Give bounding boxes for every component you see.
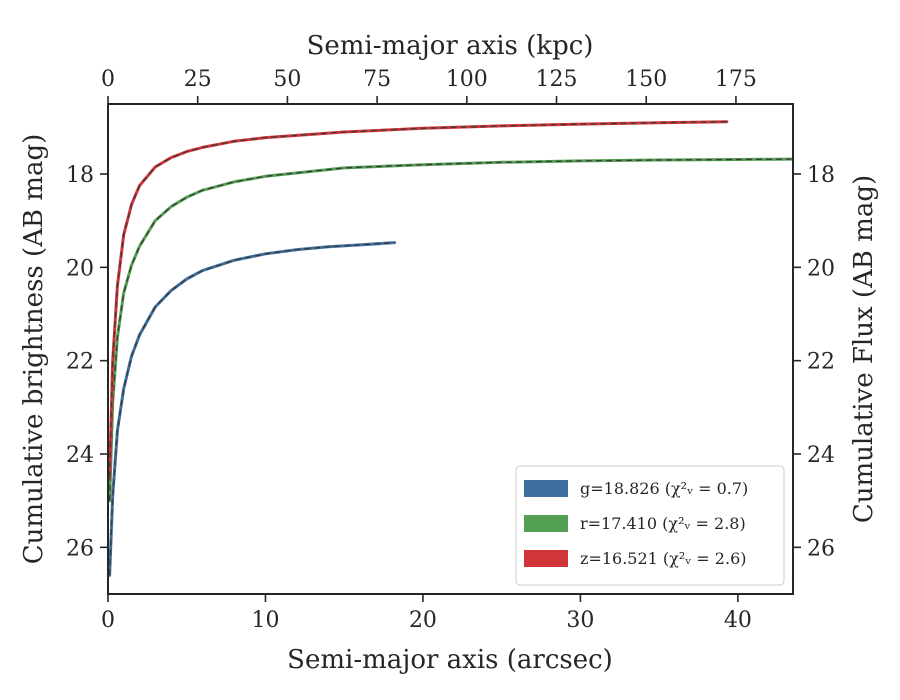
series-fit-z [108, 121, 727, 478]
y-tick-label: 18 [66, 163, 94, 188]
legend: g=18.826 (χ²ᵥ = 0.7) r=17.410 (χ²ᵥ = 2.8)… [515, 465, 785, 586]
x-axis-label: Semi-major axis (arcsec) [287, 645, 613, 675]
x-top-tick-label: 125 [536, 67, 578, 92]
x-axis-top: 0 25 50 75 100 125 150 175 [101, 67, 757, 104]
x-tick-label: 20 [409, 608, 437, 633]
x-tick-label: 30 [566, 608, 594, 633]
y-tick-label: 22 [66, 350, 94, 375]
x-top-tick-label: 25 [184, 67, 212, 92]
y-axis-left: 18 20 22 24 26 [66, 163, 108, 561]
y-axis-right-label: Cumulative Flux (AB mag) [849, 175, 879, 523]
x-tick-label: 40 [724, 608, 752, 633]
y-right-tick-label: 24 [807, 443, 835, 468]
legend-label-z: z=16.521 (χ²ᵥ = 2.6) [580, 549, 746, 568]
y-tick-label: 26 [66, 536, 94, 561]
legend-label-r: r=17.410 (χ²ᵥ = 2.8) [580, 514, 746, 533]
x-top-tick-label: 175 [715, 67, 757, 92]
x-tick-label: 10 [251, 608, 279, 633]
x-top-tick-label: 75 [363, 67, 391, 92]
series-line-r [108, 157, 793, 503]
y-axis-right: 18 20 22 24 26 [793, 163, 835, 561]
series-line-z [108, 120, 729, 479]
x-axis-bottom: 0 10 20 30 40 [101, 594, 752, 633]
y-right-tick-label: 18 [807, 163, 835, 188]
legend-swatch-r [524, 515, 568, 532]
legend-swatch-g [524, 480, 568, 497]
y-tick-label: 20 [66, 256, 94, 281]
x-axis-top-label: Semi-major axis (kpc) [307, 31, 594, 61]
legend-box [515, 465, 785, 586]
x-top-tick-label: 150 [625, 67, 667, 92]
x-top-tick-label: 100 [446, 67, 488, 92]
series-layer [108, 120, 793, 577]
y-axis-label: Cumulative brightness (AB mag) [19, 134, 49, 565]
series-fit-r [108, 158, 792, 501]
y-right-tick-label: 26 [807, 536, 835, 561]
series-line-g [108, 241, 397, 577]
plot-frame [107, 103, 794, 595]
legend-label-g: g=18.826 (χ²ᵥ = 0.7) [580, 479, 748, 498]
x-top-tick-label: 0 [101, 67, 115, 92]
y-tick-label: 24 [66, 443, 94, 468]
y-right-tick-label: 22 [807, 350, 835, 375]
x-top-tick-label: 50 [273, 67, 301, 92]
series-fit-g [108, 241, 395, 576]
y-right-tick-label: 20 [807, 256, 835, 281]
legend-swatch-z [524, 550, 568, 567]
x-tick-label: 0 [101, 608, 115, 633]
